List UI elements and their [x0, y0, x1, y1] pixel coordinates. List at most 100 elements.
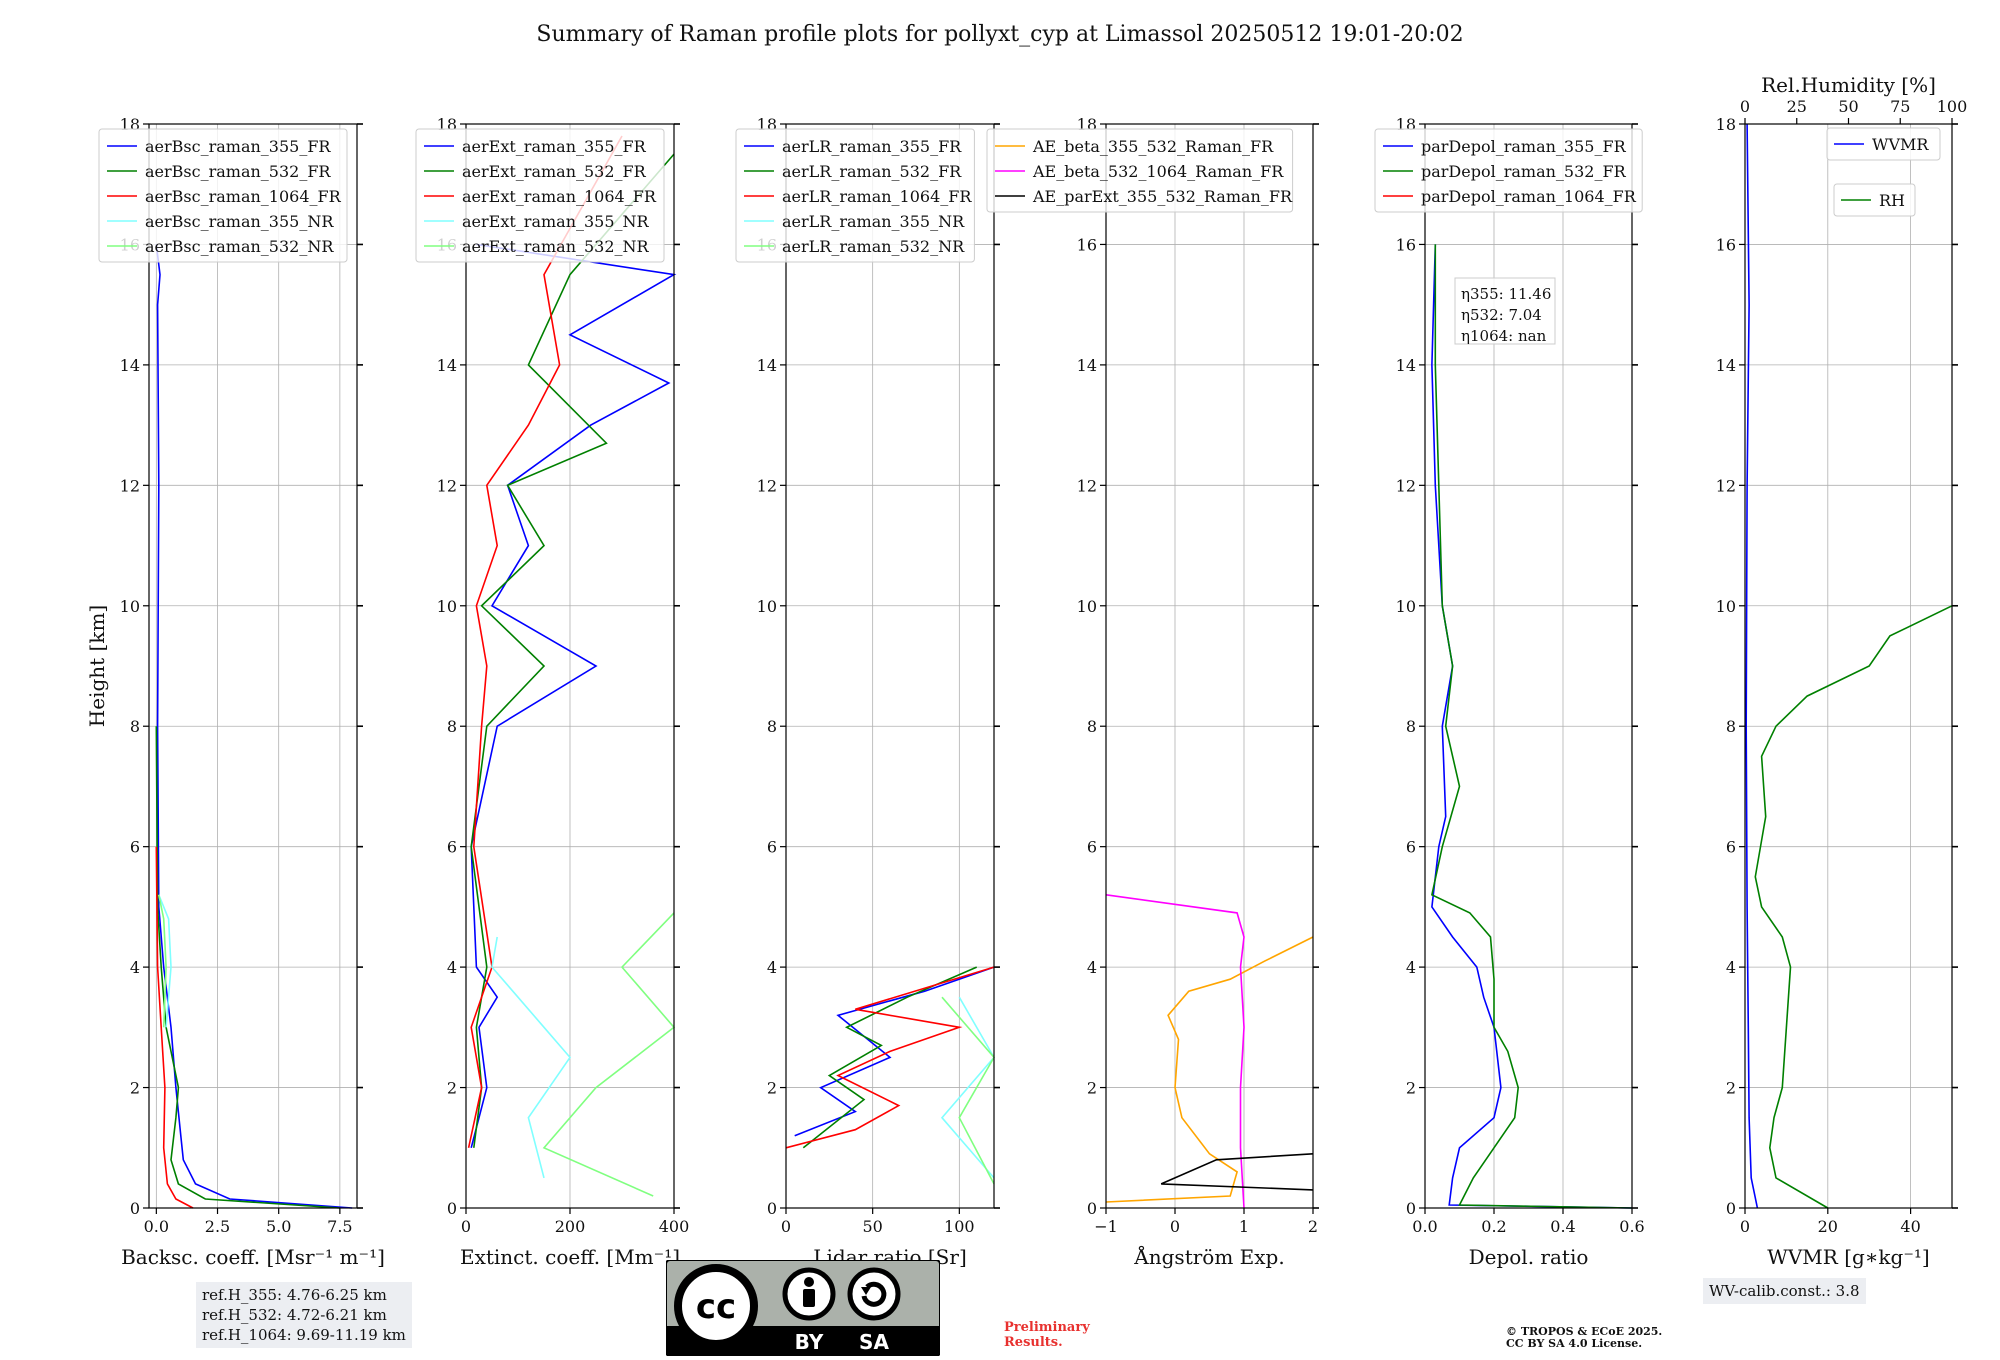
- cc-by-sa-badge: cc BY SA: [666, 1260, 940, 1356]
- legend-rh: RH: [1833, 183, 1916, 217]
- ytick-label: 14: [1396, 356, 1416, 375]
- ytick-label: 0: [1726, 1199, 1736, 1218]
- ytick-label: 4: [447, 958, 457, 977]
- legend: aerLR_raman_355_FR aerLR_raman_532_FR aerL…: [735, 128, 975, 263]
- copyright-note: © TROPOS & ECoE 2025. CC BY SA 4.0 Licen…: [1506, 1326, 1662, 1350]
- copyright-line-2: CC BY SA 4.0 License.: [1506, 1337, 1643, 1350]
- legend: parDepol_raman_355_FR parDepol_raman_532_…: [1374, 128, 1643, 213]
- legend-label: aerExt_raman_355_NR: [462, 212, 650, 231]
- top-tick-label: 50: [1838, 97, 1858, 116]
- series-line-parDepol_raman_532_FR: [1430, 244, 1633, 1209]
- series-line-aerLR_raman_532_NR: [941, 996, 995, 1185]
- ytick-label: 16: [1077, 235, 1097, 254]
- legend-label: aerLR_raman_355_NR: [782, 212, 965, 231]
- ytick-label: 4: [130, 958, 140, 977]
- series-line-aerExt_raman_355_NR: [491, 936, 572, 1179]
- legend-frame: [1833, 183, 1916, 217]
- ytick-label: 8: [447, 717, 457, 736]
- series-line-aerBsc_raman_532_NR: [158, 894, 167, 1028]
- ytick-label: 0: [447, 1199, 457, 1218]
- series-group: [1745, 123, 1953, 1209]
- legend-frame: [735, 128, 975, 263]
- legend-frame: [986, 128, 1294, 213]
- ytick-label: 10: [120, 597, 140, 616]
- ytick-label: 0: [1087, 1199, 1097, 1218]
- series-line-aerLR_raman_1064_FR: [785, 966, 995, 1149]
- ref-height-355: ref.H_355: 4.76-6.25 km: [202, 1286, 387, 1304]
- annotation-line: η532: 7.04: [1461, 306, 1542, 324]
- series-line-aerBsc_raman_355_NR: [158, 894, 172, 1028]
- panel-3: 024681012141618050100Lidar ratio [Sr]aer…: [735, 115, 1000, 1269]
- figure-title: Summary of Raman profile plots for polly…: [536, 22, 1464, 47]
- legend-label: aerLR_raman_1064_FR: [782, 187, 972, 206]
- preliminary-line-1: Preliminary: [1004, 1320, 1090, 1335]
- ytick-label: 12: [120, 476, 140, 495]
- ytick-label: 2: [1406, 1079, 1416, 1098]
- axes-frame: [1105, 123, 1314, 1209]
- x-axis-label: Extinct. coeff. [Mm⁻¹]: [460, 1245, 680, 1269]
- ytick-label: 10: [757, 597, 777, 616]
- ytick-label: 12: [437, 476, 457, 495]
- ytick-label: 2: [447, 1079, 457, 1098]
- series-line-aerExt_raman_355_FR: [470, 243, 677, 1149]
- ytick-label: 6: [1087, 838, 1097, 857]
- legend: AE_beta_355_532_Raman_FR AE_beta_532_1064…: [986, 128, 1294, 213]
- y-axis-label: Height [km]: [85, 605, 109, 727]
- axes-frame: [1744, 123, 1953, 1209]
- xtick-label: 0.6: [1619, 1217, 1644, 1236]
- series-group: [155, 244, 353, 1209]
- legend-label: parDepol_raman_1064_FR: [1421, 187, 1637, 206]
- cc-logo-text: cc: [696, 1287, 736, 1327]
- ytick-label: 12: [1716, 476, 1736, 495]
- x-axis-label: Ångström Exp.: [1133, 1244, 1284, 1269]
- series-line-AE_parExt_355_532_Raman_FR: [1160, 1153, 1314, 1191]
- series-line-aerBsc_raman_532_FR: [155, 726, 340, 1209]
- series-line-RH: [1754, 605, 1953, 1209]
- series-line-WVMR: [1745, 123, 1759, 1209]
- xtick-label: 200: [555, 1217, 586, 1236]
- legend-label: aerBsc_raman_355_FR: [145, 137, 331, 156]
- xtick-label: 400: [659, 1217, 690, 1236]
- series-line-aerExt_raman_1064_FR: [467, 135, 623, 1148]
- xtick-label: 5.0: [266, 1217, 291, 1236]
- axes-frame: [148, 123, 358, 1209]
- panel-2: 0246810121416180200400Extinct. coeff. [M…: [415, 115, 690, 1269]
- ytick-label: 14: [437, 356, 457, 375]
- series-line-AE_beta_355_532_Raman_FR: [1105, 936, 1314, 1203]
- ytick-label: 6: [1726, 838, 1736, 857]
- ytick-label: 14: [757, 356, 777, 375]
- ytick-label: 8: [1406, 717, 1416, 736]
- series-line-AE_beta_532_1064_Raman_FR: [1105, 894, 1245, 1209]
- legend-frame: [1826, 127, 1941, 161]
- top-axis-label: Rel.Humidity [%]: [1761, 73, 1936, 97]
- series-line-aerExt_raman_532_NR: [542, 912, 676, 1197]
- xtick-label: 0: [1740, 1217, 1750, 1236]
- ytick-label: 2: [767, 1079, 777, 1098]
- ytick-label: 8: [1726, 717, 1736, 736]
- series-line-aerLR_raman_355_NR: [940, 996, 995, 1179]
- series-line-aerLR_raman_532_FR: [802, 966, 978, 1149]
- ytick-label: 12: [757, 476, 777, 495]
- legend-wvmr: WVMR: [1826, 127, 1941, 161]
- series-line-aerExt_raman_532_FR: [470, 153, 675, 1148]
- legend-label: aerExt_raman_355_FR: [462, 137, 647, 156]
- ytick-label: 10: [1396, 597, 1416, 616]
- ytick-label: 6: [130, 838, 140, 857]
- ytick-label: 10: [1077, 597, 1097, 616]
- ytick-label: 2: [1087, 1079, 1097, 1098]
- axes-frame: [1424, 123, 1633, 1209]
- legend-label: WVMR: [1872, 135, 1929, 154]
- ytick-label: 10: [437, 597, 457, 616]
- series-line-aerBsc_raman_355_FR: [155, 244, 353, 1209]
- sa-icon: [847, 1267, 901, 1321]
- xtick-label: 0: [461, 1217, 471, 1236]
- ytick-label: 4: [767, 958, 777, 977]
- by-label: BY: [795, 1330, 824, 1354]
- axes-frame: [785, 123, 995, 1209]
- ytick-label: 4: [1406, 958, 1416, 977]
- xtick-label: 100: [944, 1217, 975, 1236]
- ytick-label: 14: [1077, 356, 1097, 375]
